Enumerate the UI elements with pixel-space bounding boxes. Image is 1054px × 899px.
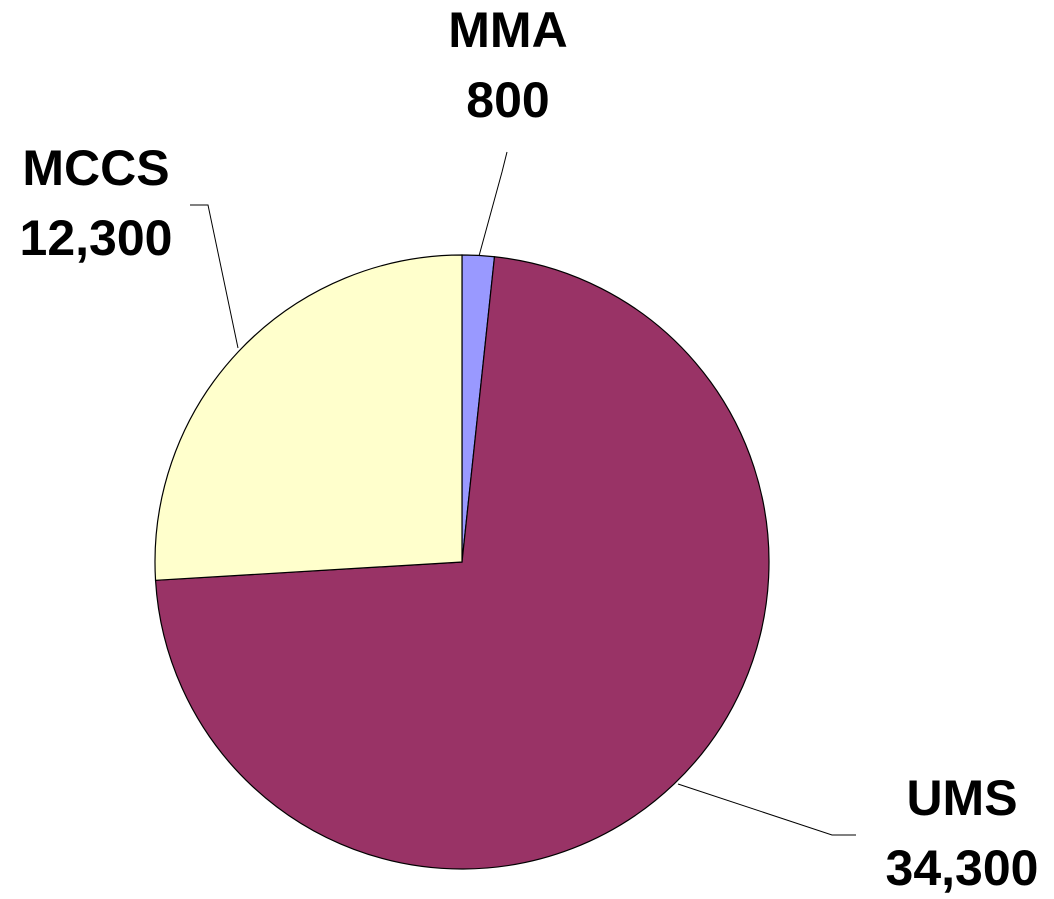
slice-label: MCCS: [22, 140, 169, 196]
pie-slice: [154, 254, 463, 581]
pie-slice: [154, 256, 770, 870]
value-label: 12,300: [20, 210, 173, 266]
leader-line: [478, 151, 508, 257]
leader-line: [677, 783, 856, 836]
leader-line: [190, 204, 239, 349]
value-label: 800: [466, 72, 549, 128]
slice-label: MMA: [448, 2, 567, 58]
value-label: 34,300: [886, 840, 1039, 896]
slice-label: UMS: [906, 770, 1017, 826]
